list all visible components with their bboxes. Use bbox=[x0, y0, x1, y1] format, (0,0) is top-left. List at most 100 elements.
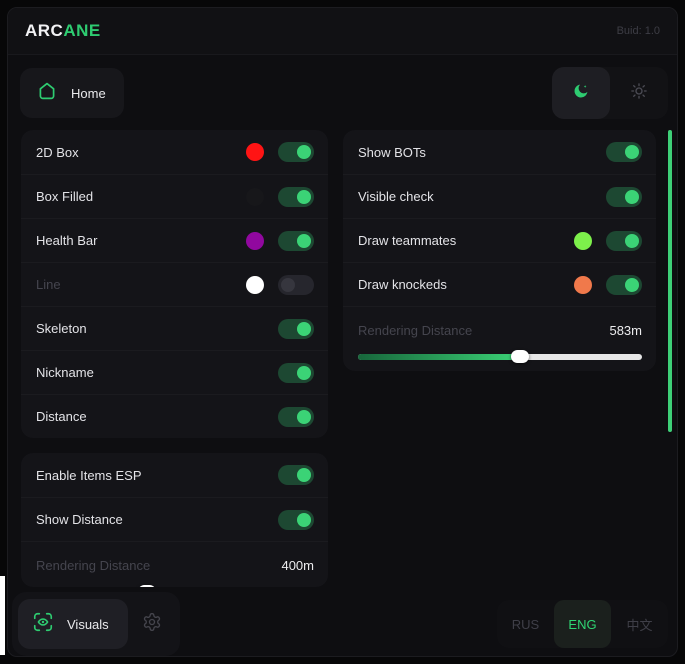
bots-rendering-distance-slider[interactable] bbox=[358, 350, 642, 363]
toggle-draw-knockeds[interactable] bbox=[606, 274, 642, 295]
setting-row-skeleton: Skeleton bbox=[21, 306, 328, 350]
toggle-knob bbox=[297, 233, 311, 248]
language-button-zh[interactable]: 中文 bbox=[626, 617, 653, 633]
setting-row-show-distance: Show Distance bbox=[21, 497, 328, 541]
light-mode-button[interactable] bbox=[610, 67, 668, 119]
color-swatch-health-bar[interactable] bbox=[246, 231, 264, 250]
setting-label: Draw knockeds bbox=[358, 277, 447, 292]
title-bar: ARCANE Buid: 1.0 bbox=[8, 8, 677, 55]
settings-button[interactable] bbox=[132, 604, 172, 644]
setting-row-visible-check: Visible check bbox=[343, 174, 656, 218]
slider-knob[interactable] bbox=[138, 585, 157, 587]
tab-home-label: Home bbox=[71, 85, 106, 101]
desktop-background-sliver bbox=[0, 576, 5, 655]
build-version-label: Buid: 1.0 bbox=[616, 25, 660, 37]
color-swatch-draw-knockeds[interactable] bbox=[574, 275, 592, 294]
setting-label: Skeleton bbox=[36, 321, 87, 336]
footer-left-group: Visuals bbox=[12, 592, 180, 656]
tab-visuals-label: Visuals bbox=[67, 616, 109, 632]
bots-panel: Show BOTs Visible check Draw teammates D… bbox=[343, 130, 656, 371]
setting-label: Draw teammates bbox=[358, 233, 457, 248]
items-rendering-distance-section: Rendering Distance 400m bbox=[21, 541, 328, 587]
color-swatch-draw-teammates[interactable] bbox=[574, 231, 592, 250]
setting-row-draw-teammates: Draw teammates bbox=[343, 218, 656, 262]
app-window: ARCANE Buid: 1.0 Home bbox=[7, 7, 678, 657]
setting-row-draw-knockeds: Draw knockeds bbox=[343, 262, 656, 306]
toggle-knob bbox=[625, 145, 639, 159]
setting-row-line: Line bbox=[21, 262, 328, 306]
slider-header: Rendering Distance 400m bbox=[36, 550, 314, 580]
toggle-knob bbox=[297, 409, 311, 424]
player-esp-panel: 2D Box Box Filled Health Bar Line Skelet bbox=[21, 130, 328, 438]
setting-label: Distance bbox=[36, 409, 87, 424]
toggle-knob bbox=[297, 145, 311, 159]
toggle-knob bbox=[625, 277, 639, 292]
toggle-knob bbox=[625, 233, 639, 248]
toggle-enable-items-esp[interactable] bbox=[278, 465, 314, 485]
app-logo-accent: ANE bbox=[63, 21, 101, 40]
toggle-show-bots[interactable] bbox=[606, 142, 642, 162]
toggle-health-bar[interactable] bbox=[278, 230, 314, 251]
home-icon bbox=[37, 81, 57, 106]
setting-label: Enable Items ESP bbox=[36, 467, 142, 483]
setting-row-enable-items-esp: Enable Items ESP bbox=[21, 453, 328, 497]
setting-label: 2D Box bbox=[36, 144, 79, 160]
setting-row-box-filled: Box Filled bbox=[21, 174, 328, 218]
toggle-skeleton[interactable] bbox=[278, 318, 314, 339]
slider-label: Rendering Distance bbox=[358, 322, 473, 338]
language-switcher: RUS ENG 中文 bbox=[497, 600, 668, 648]
toggle-knob bbox=[625, 189, 639, 204]
slider-value: 400m bbox=[281, 557, 314, 573]
setting-row-health-bar: Health Bar bbox=[21, 218, 328, 262]
moon-icon bbox=[572, 82, 590, 105]
language-button-rus[interactable]: RUS bbox=[511, 616, 540, 632]
toggle-knob bbox=[281, 277, 295, 292]
items-esp-panel: Enable Items ESP Show Distance Rendering… bbox=[21, 453, 328, 587]
color-swatch-2d-box[interactable] bbox=[246, 143, 264, 161]
app-logo-primary: ARC bbox=[25, 21, 64, 40]
toggle-line[interactable] bbox=[278, 274, 314, 295]
toggle-visible-check[interactable] bbox=[606, 186, 642, 207]
sun-icon bbox=[630, 82, 648, 105]
content-scrollbar[interactable] bbox=[668, 130, 672, 432]
toggle-knob bbox=[297, 468, 311, 482]
theme-switcher bbox=[552, 67, 668, 119]
tab-visuals[interactable]: Visuals bbox=[18, 599, 128, 649]
slider-fill bbox=[358, 354, 520, 360]
setting-label: Show BOTs bbox=[358, 144, 426, 160]
toggle-knob bbox=[297, 365, 311, 380]
language-button-eng[interactable]: ENG bbox=[554, 600, 611, 648]
toggle-knob bbox=[297, 512, 311, 527]
slider-value: 583m bbox=[609, 322, 642, 338]
dark-mode-button[interactable] bbox=[552, 67, 610, 119]
slider-label: Rendering Distance bbox=[36, 557, 151, 573]
app-logo: ARCANE bbox=[25, 21, 101, 41]
toggle-knob bbox=[297, 189, 311, 204]
toggle-knob bbox=[297, 321, 311, 336]
bots-rendering-distance-section: Rendering Distance 583m bbox=[343, 306, 656, 363]
visuals-scan-eye-icon bbox=[32, 611, 54, 638]
setting-row-2d-box: 2D Box bbox=[21, 130, 328, 174]
setting-label: Nickname bbox=[36, 365, 94, 380]
setting-label: Show Distance bbox=[36, 512, 123, 527]
slider-header: Rendering Distance 583m bbox=[358, 315, 642, 345]
toggle-draw-teammates[interactable] bbox=[606, 230, 642, 251]
toggle-distance[interactable] bbox=[278, 406, 314, 427]
toggle-box-filled[interactable] bbox=[278, 186, 314, 207]
setting-row-distance: Distance bbox=[21, 394, 328, 438]
toggle-nickname[interactable] bbox=[278, 362, 314, 383]
setting-label: Health Bar bbox=[36, 233, 98, 248]
tab-home[interactable]: Home bbox=[20, 68, 124, 118]
color-swatch-box-filled[interactable] bbox=[246, 187, 264, 206]
setting-label: Box Filled bbox=[36, 189, 94, 204]
slider-knob[interactable] bbox=[510, 350, 529, 363]
setting-row-nickname: Nickname bbox=[21, 350, 328, 394]
color-swatch-line[interactable] bbox=[246, 275, 264, 294]
setting-row-show-bots: Show BOTs bbox=[343, 130, 656, 174]
toggle-show-distance[interactable] bbox=[278, 509, 314, 530]
setting-label: Visible check bbox=[358, 189, 434, 204]
setting-label: Line bbox=[36, 277, 61, 292]
nav-bar: Home bbox=[8, 56, 677, 126]
toggle-2d-box[interactable] bbox=[278, 142, 314, 162]
